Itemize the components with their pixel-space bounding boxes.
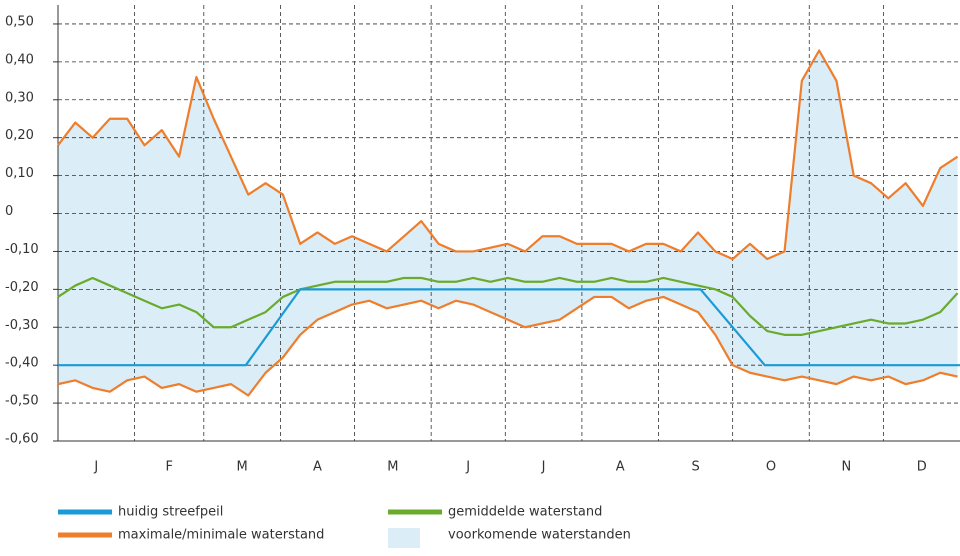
y-tick-label: -0,20 bbox=[5, 280, 39, 295]
y-tick-label: 0,30 bbox=[5, 90, 34, 105]
x-tick-label: S bbox=[691, 460, 699, 475]
y-tick-label: -0,40 bbox=[5, 356, 39, 371]
y-tick-label: 0,40 bbox=[5, 52, 34, 67]
x-tick-label: J bbox=[93, 460, 98, 475]
legend-label: voorkomende waterstanden bbox=[448, 528, 631, 543]
x-tick-label: A bbox=[616, 460, 625, 475]
x-tick-label: D bbox=[917, 460, 927, 475]
y-tick-label: -0,50 bbox=[5, 394, 39, 409]
x-tick-label: O bbox=[766, 460, 776, 475]
y-tick-label: -0,10 bbox=[5, 242, 39, 257]
y-tick-label: -0,30 bbox=[5, 318, 39, 333]
x-tick-label: M bbox=[387, 460, 398, 475]
legend-label: huidig streefpeil bbox=[118, 505, 223, 520]
range-area bbox=[58, 50, 958, 396]
x-tick-label: J bbox=[541, 460, 546, 475]
y-tick-label: 0 bbox=[5, 204, 13, 219]
y-tick-label: 0,20 bbox=[5, 128, 34, 143]
x-tick-label: M bbox=[236, 460, 247, 475]
x-tick-label: J bbox=[465, 460, 470, 475]
mean-line bbox=[57, 276, 959, 336]
legend-swatch bbox=[388, 528, 420, 548]
y-tick-label: 0,50 bbox=[5, 14, 34, 29]
legend-label: maximale/minimale waterstand bbox=[118, 528, 324, 543]
x-tick-label: A bbox=[313, 460, 322, 475]
target-line bbox=[58, 288, 960, 367]
y-tick-label: -0,60 bbox=[5, 432, 39, 447]
x-tick-label: N bbox=[841, 460, 851, 475]
x-tick-label: F bbox=[165, 460, 172, 475]
legend-label: gemiddelde waterstand bbox=[448, 505, 602, 520]
y-tick-label: 0,10 bbox=[5, 166, 34, 181]
max-line bbox=[57, 49, 959, 261]
min-line bbox=[57, 295, 958, 397]
